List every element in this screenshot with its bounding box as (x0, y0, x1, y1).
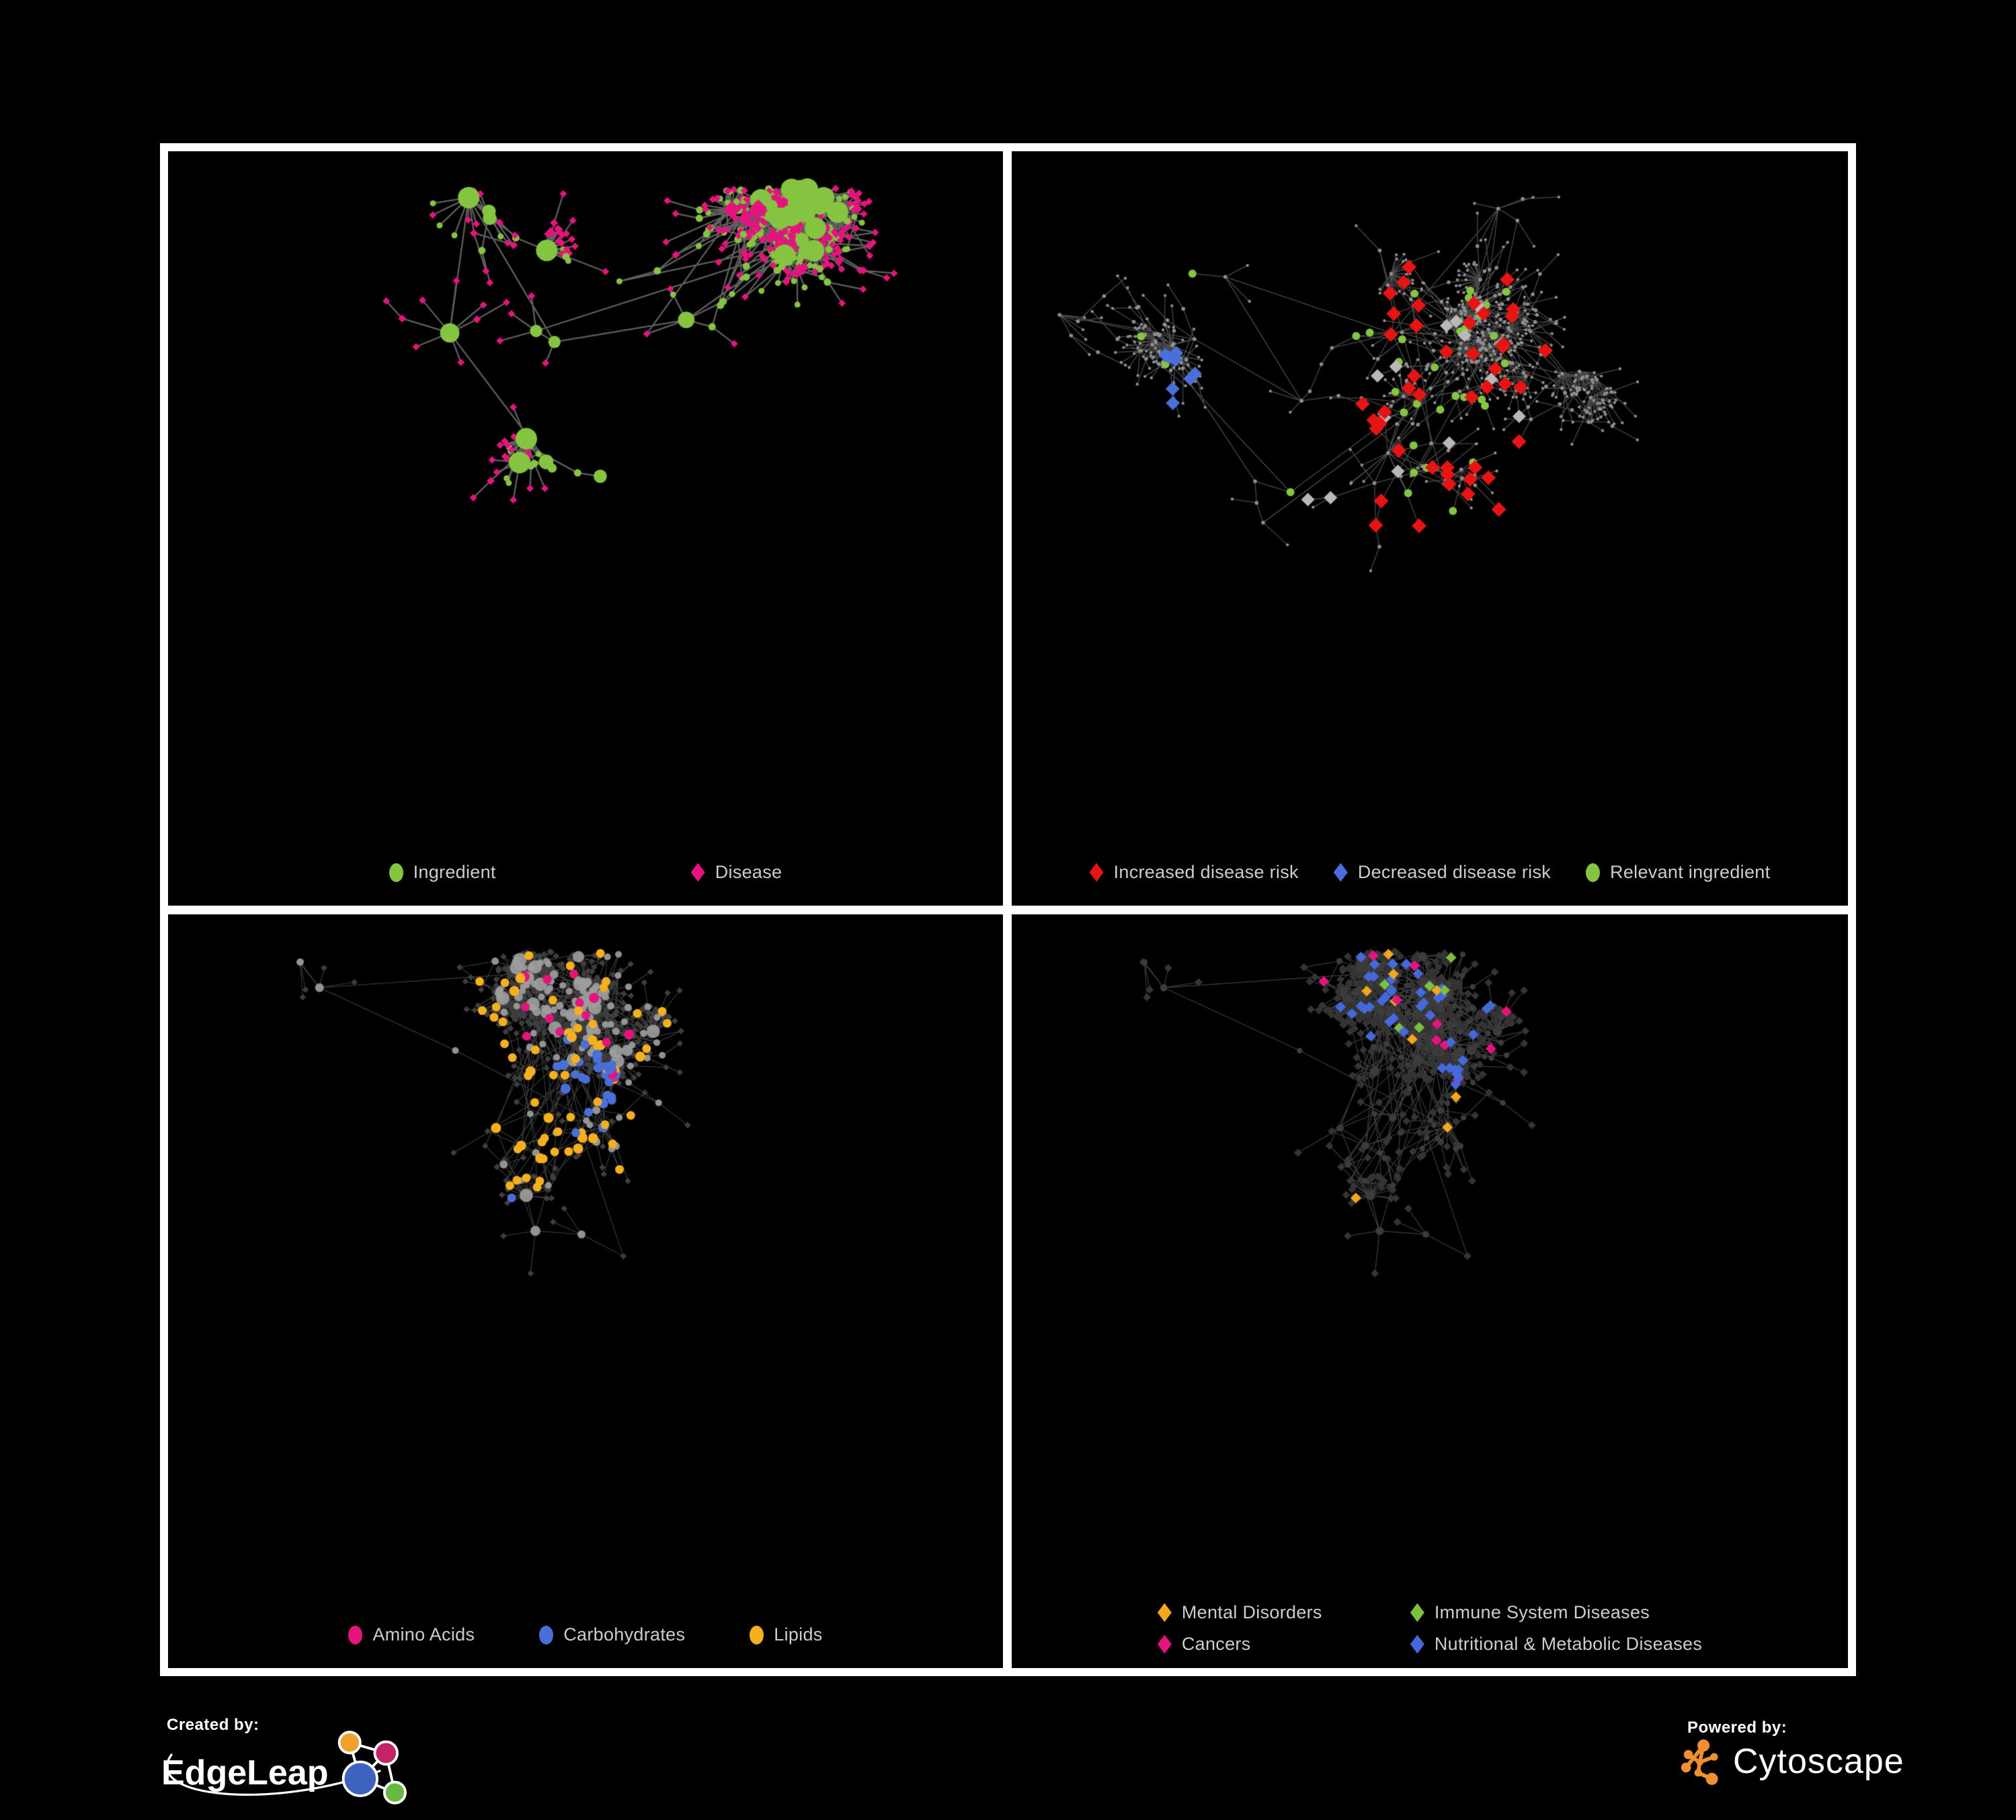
decreased-risk-diamond-icon (1333, 863, 1348, 882)
legend-label: Ingredient (413, 862, 496, 882)
network-canvas-ingredient-disease (168, 151, 1003, 906)
credit-prefix: Powered by: (1687, 1718, 1787, 1737)
legend-label: Relevant ingredient (1610, 862, 1771, 882)
legend-item-increased-risk: Increased disease risk (1089, 862, 1299, 883)
credit-cytoscape: Powered by: Cytoscape (1681, 1718, 1963, 1806)
nutritional-diseases-diamond-icon (1410, 1634, 1424, 1654)
increased-risk-diamond-icon (1089, 863, 1104, 882)
cancers-diamond-icon (1157, 1634, 1172, 1654)
legend-compound-classes: Amino Acids Carbohydrates Lipids (168, 1624, 1003, 1645)
panel-grid: Ingredient Disease Increased disease ris… (160, 143, 1856, 1676)
panel-ingredient-disease: Ingredient Disease (168, 151, 1003, 906)
legend-item-decreased-risk: Decreased disease risk (1333, 862, 1551, 883)
legend-ingredient-disease: Ingredient Disease (168, 862, 1003, 883)
cytoscape-brand-text: Cytoscape (1733, 1742, 1904, 1781)
legend-label: Immune System Diseases (1434, 1602, 1650, 1622)
network-canvas-compound-classes (168, 914, 1003, 1668)
disease-diamond-icon (690, 863, 705, 882)
legend-item-disease: Disease (690, 862, 782, 883)
legend-item-amino-acids: Amino Acids (348, 1624, 475, 1645)
relevant-ingredient-circle-icon (1586, 863, 1601, 882)
network-canvas-disease-classes (1012, 914, 1848, 1668)
immune-diseases-diamond-icon (1410, 1603, 1424, 1622)
ingredient-circle-icon (389, 863, 403, 882)
legend-label: Lipids (774, 1624, 823, 1645)
legend-item-nutritional-metabolic-diseases: Nutritional & Metabolic Diseases (1410, 1634, 1702, 1655)
legend-item-carbohydrates: Carbohydrates (539, 1624, 685, 1645)
legend-label: Decreased disease risk (1357, 862, 1551, 882)
carbohydrates-circle-icon (539, 1625, 554, 1645)
panel-disease-risk: Increased disease risk Decreased disease… (1012, 151, 1848, 906)
legend-label: Mental Disorders (1181, 1602, 1322, 1622)
legend-item-immune-system-diseases: Immune System Diseases (1410, 1602, 1702, 1623)
edgeleap-brand-text: EdgeLeap (161, 1753, 329, 1792)
cytoscape-brand-row: Cytoscape (1681, 1737, 1963, 1786)
cytoscape-logo-icon (1681, 1739, 1718, 1785)
legend-label: Carbohydrates (563, 1624, 686, 1645)
edgeleap-logo-icon (337, 1731, 407, 1805)
legend-label: Amino Acids (372, 1624, 475, 1645)
panel-compound-classes: Amino Acids Carbohydrates Lipids (168, 914, 1003, 1668)
legend-item-cancers: Cancers (1157, 1634, 1367, 1655)
credit-edgeleap: Created by: EdgeLeap (161, 1716, 457, 1817)
legend-label: Cancers (1181, 1634, 1251, 1654)
edgeleap-brand-row: EdgeLeap (161, 1731, 457, 1807)
legend-disease-classes: Mental Disorders Immune System Diseases … (1012, 1602, 1848, 1655)
legend-label: Nutritional & Metabolic Diseases (1434, 1634, 1703, 1654)
legend-item-lipids: Lipids (750, 1624, 822, 1645)
legend-label: Disease (715, 862, 782, 882)
legend-disease-risk: Increased disease risk Decreased disease… (1012, 862, 1848, 883)
network-canvas-disease-risk (1012, 151, 1848, 906)
legend-item-mental-disorders: Mental Disorders (1157, 1602, 1367, 1623)
legend-item-ingredient: Ingredient (389, 862, 496, 883)
amino-acids-circle-icon (348, 1625, 363, 1645)
legend-item-relevant-ingredient: Relevant ingredient (1586, 862, 1770, 883)
credit-prefix: Created by: (167, 1716, 259, 1734)
panel-disease-classes: Mental Disorders Immune System Diseases … (1012, 914, 1848, 1668)
mental-disorders-diamond-icon (1157, 1603, 1172, 1622)
legend-label: Increased disease risk (1113, 862, 1299, 882)
lipids-circle-icon (750, 1625, 764, 1645)
